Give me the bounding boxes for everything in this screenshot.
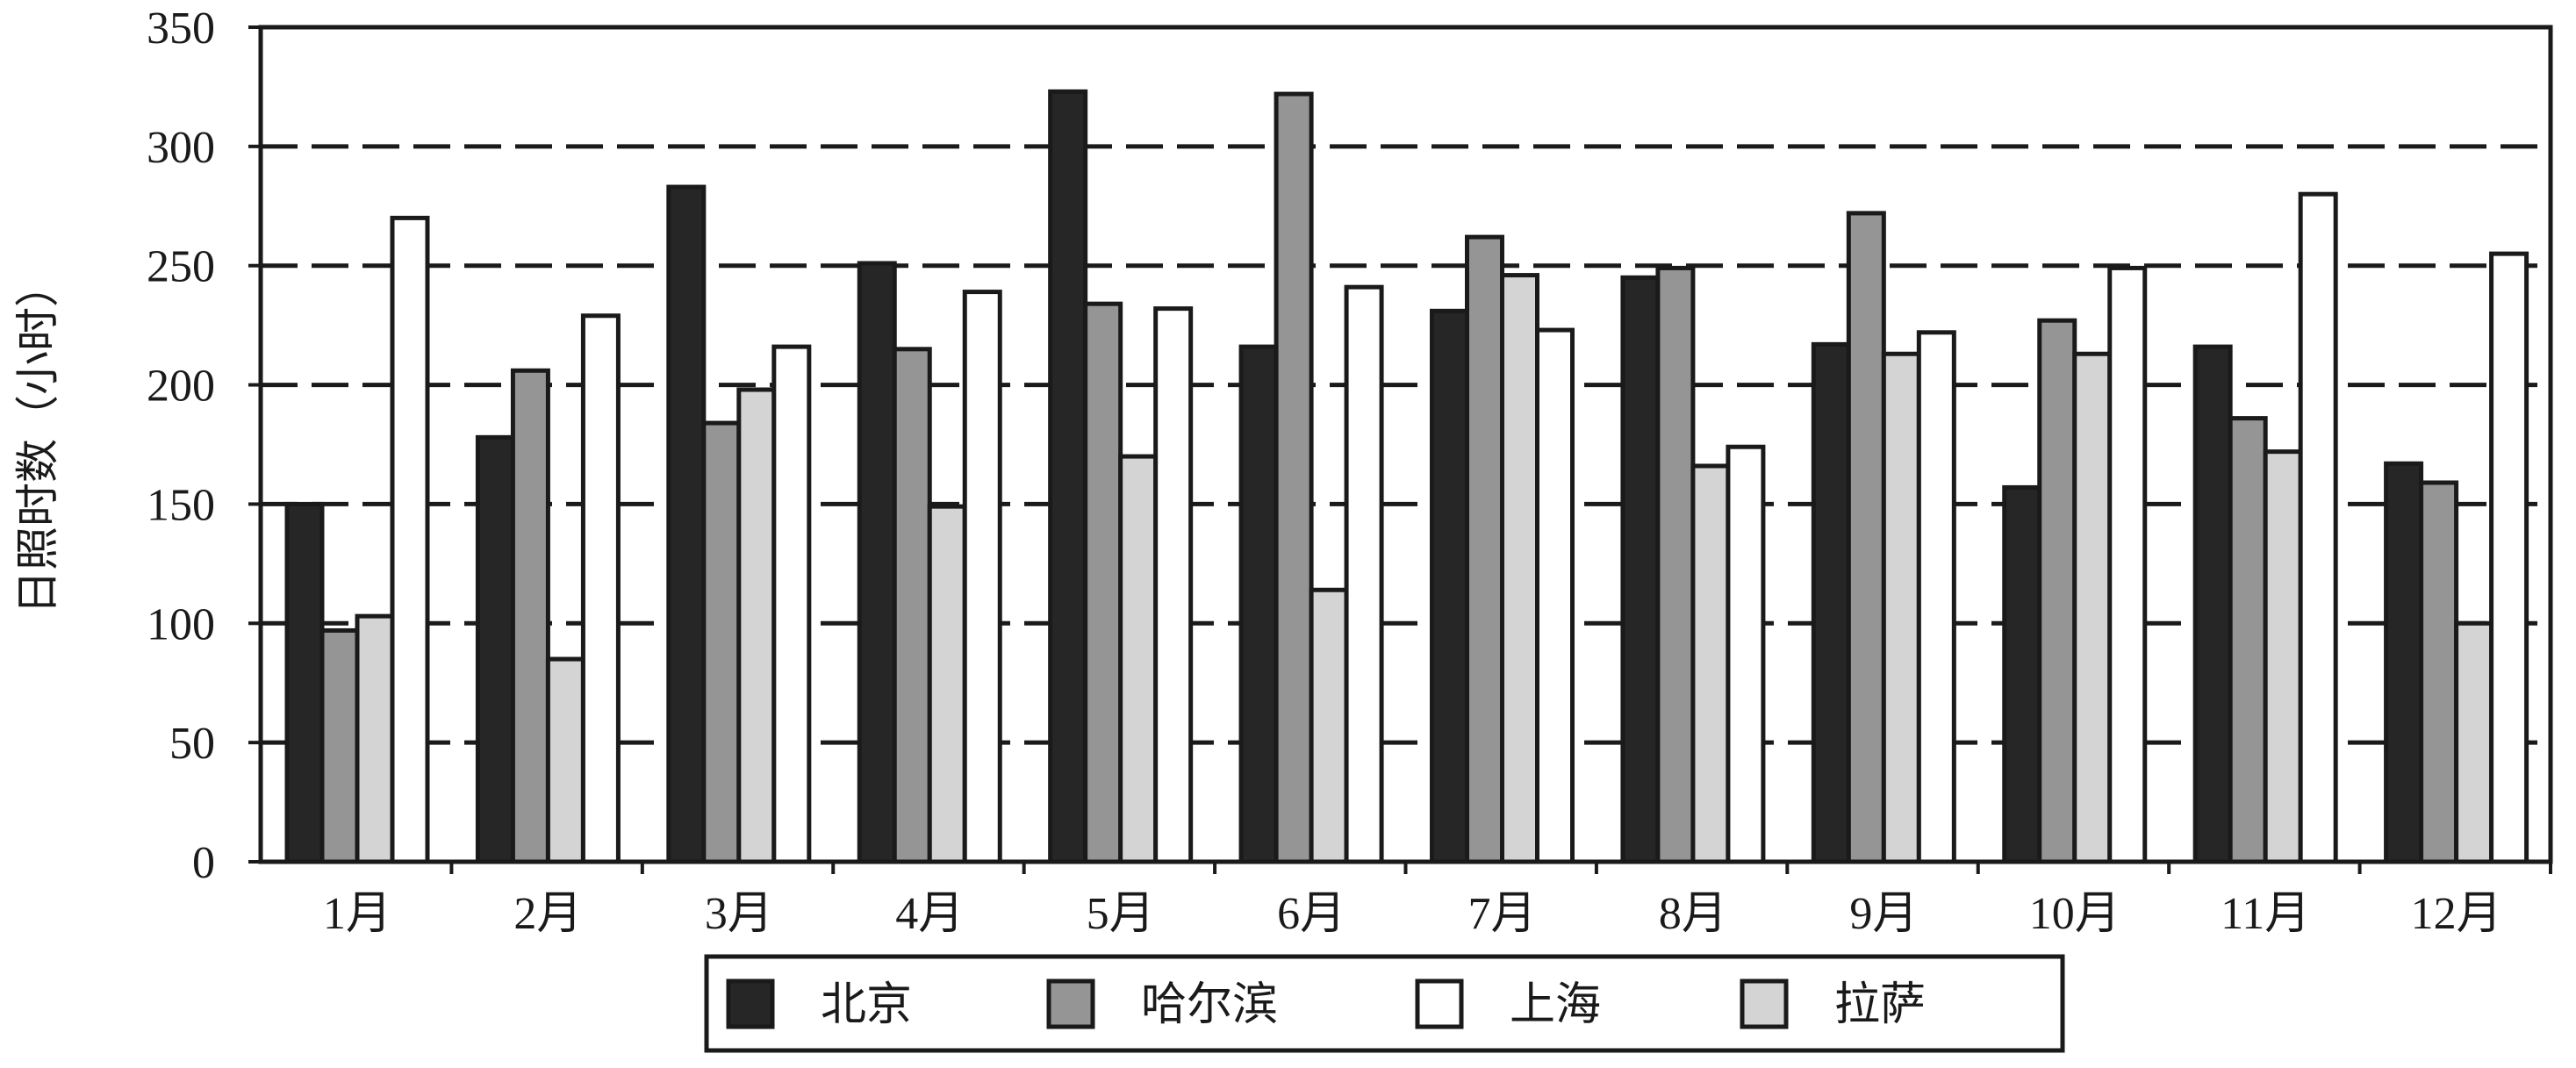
bar-北京-5月 (1048, 89, 1088, 864)
bar-上海-4月 (962, 290, 1002, 864)
x-tick-label: 5月 (1087, 889, 1155, 939)
legend-swatch-北京 (726, 978, 775, 1029)
bar-上海-1月 (390, 215, 430, 864)
bar-哈尔滨-1月 (319, 627, 360, 864)
y-tick-label: 300 (147, 123, 215, 173)
bar-上海-7月 (1535, 327, 1575, 864)
bar-上海-3月 (771, 344, 812, 864)
bar-北京-9月 (1811, 341, 1851, 864)
bar-哈尔滨-11月 (2228, 416, 2268, 864)
bar-哈尔滨-5月 (1083, 301, 1123, 864)
legend-label: 上海 (1510, 978, 1601, 1031)
bar-拉萨-5月 (1118, 454, 1159, 864)
bar-北京-12月 (2384, 461, 2424, 864)
x-tick-label: 9月 (1849, 889, 1918, 939)
y-tick-label: 350 (147, 4, 215, 54)
bar-上海-6月 (1344, 284, 1384, 864)
x-tick-label: 7月 (1467, 889, 1536, 939)
x-tick-label: 8月 (1659, 889, 1727, 939)
bar-拉萨-10月 (2072, 351, 2113, 864)
bar-哈尔滨-12月 (2419, 480, 2459, 864)
y-tick-label: 250 (147, 242, 215, 292)
y-tick-label: 100 (147, 599, 215, 649)
y-axis-label: 日照时数（小时） (12, 263, 63, 614)
x-tick-label: 6月 (1277, 889, 1345, 939)
y-tick-label: 0 (192, 838, 215, 888)
legend: 北京 哈尔滨 上海 拉萨 (704, 954, 2065, 1053)
bar-上海-8月 (1726, 444, 1766, 864)
x-tick-label: 12月 (2411, 889, 2502, 939)
bars (284, 89, 2529, 864)
bar-上海-9月 (1916, 330, 1956, 864)
bar-拉萨-6月 (1309, 587, 1349, 864)
bar-上海-12月 (2489, 251, 2529, 864)
x-tick-label: 1月 (323, 889, 391, 939)
bar-哈尔滨-10月 (2037, 318, 2077, 864)
legend-label: 拉萨 (1834, 978, 1926, 1031)
y-tick-label: 50 (169, 719, 215, 769)
bar-拉萨-8月 (1690, 463, 1731, 864)
y-tick-label: 150 (147, 480, 215, 530)
bar-拉萨-1月 (355, 613, 395, 864)
bar-北京-4月 (857, 261, 897, 864)
legend-label: 哈尔滨 (1141, 978, 1278, 1031)
bar-哈尔滨-3月 (701, 420, 742, 864)
bar-北京-11月 (2192, 344, 2233, 864)
legend-label: 北京 (821, 978, 912, 1031)
x-tick-label: 11月 (2221, 889, 2310, 939)
bar-上海-2月 (580, 313, 621, 864)
bar-北京-6月 (1238, 344, 1279, 864)
bar-拉萨-2月 (545, 656, 585, 864)
legend-swatch-拉萨 (1740, 978, 1789, 1029)
bar-上海-10月 (2107, 265, 2148, 864)
bar-拉萨-7月 (1500, 273, 1539, 864)
bar-哈尔滨-6月 (1274, 91, 1314, 864)
bar-北京-8月 (1620, 275, 1661, 864)
legend-swatch-上海 (1415, 978, 1464, 1029)
x-tick-label: 2月 (513, 889, 582, 939)
axes (248, 25, 2553, 874)
legend-box (704, 954, 2065, 1053)
bar-拉萨-4月 (927, 504, 967, 864)
bar-北京-7月 (1430, 308, 1469, 864)
bar-哈尔滨-7月 (1465, 234, 1504, 864)
x-tick-label: 3月 (705, 889, 773, 939)
plot-frame (258, 25, 2553, 864)
bar-上海-5月 (1153, 306, 1194, 864)
bar-哈尔滨-9月 (1846, 211, 1886, 864)
x-tick-label: 4月 (895, 889, 964, 939)
legend-swatch-哈尔滨 (1046, 978, 1095, 1029)
bar-哈尔滨-8月 (1655, 265, 1696, 864)
bar-拉萨-3月 (736, 387, 777, 864)
bar-拉萨-9月 (1881, 351, 1921, 864)
tick-labels: 1月 2月 3月 4月 5月 6月 7月 8月 9月 10月 11月 12月 0 50 100 150 200 2… (147, 4, 2502, 939)
x-tick-label: 10月 (2029, 889, 2120, 939)
bar-北京-1月 (284, 501, 325, 864)
bar-拉萨-12月 (2454, 620, 2494, 864)
bar-上海-11月 (2298, 191, 2338, 864)
y-tick-label: 200 (147, 362, 215, 412)
bar-哈尔滨-4月 (892, 347, 932, 864)
bar-北京-2月 (475, 434, 515, 864)
bar-北京-3月 (666, 184, 707, 864)
bar-拉萨-11月 (2263, 449, 2303, 864)
bar-哈尔滨-2月 (510, 368, 550, 864)
bar-北京-10月 (2002, 484, 2042, 864)
